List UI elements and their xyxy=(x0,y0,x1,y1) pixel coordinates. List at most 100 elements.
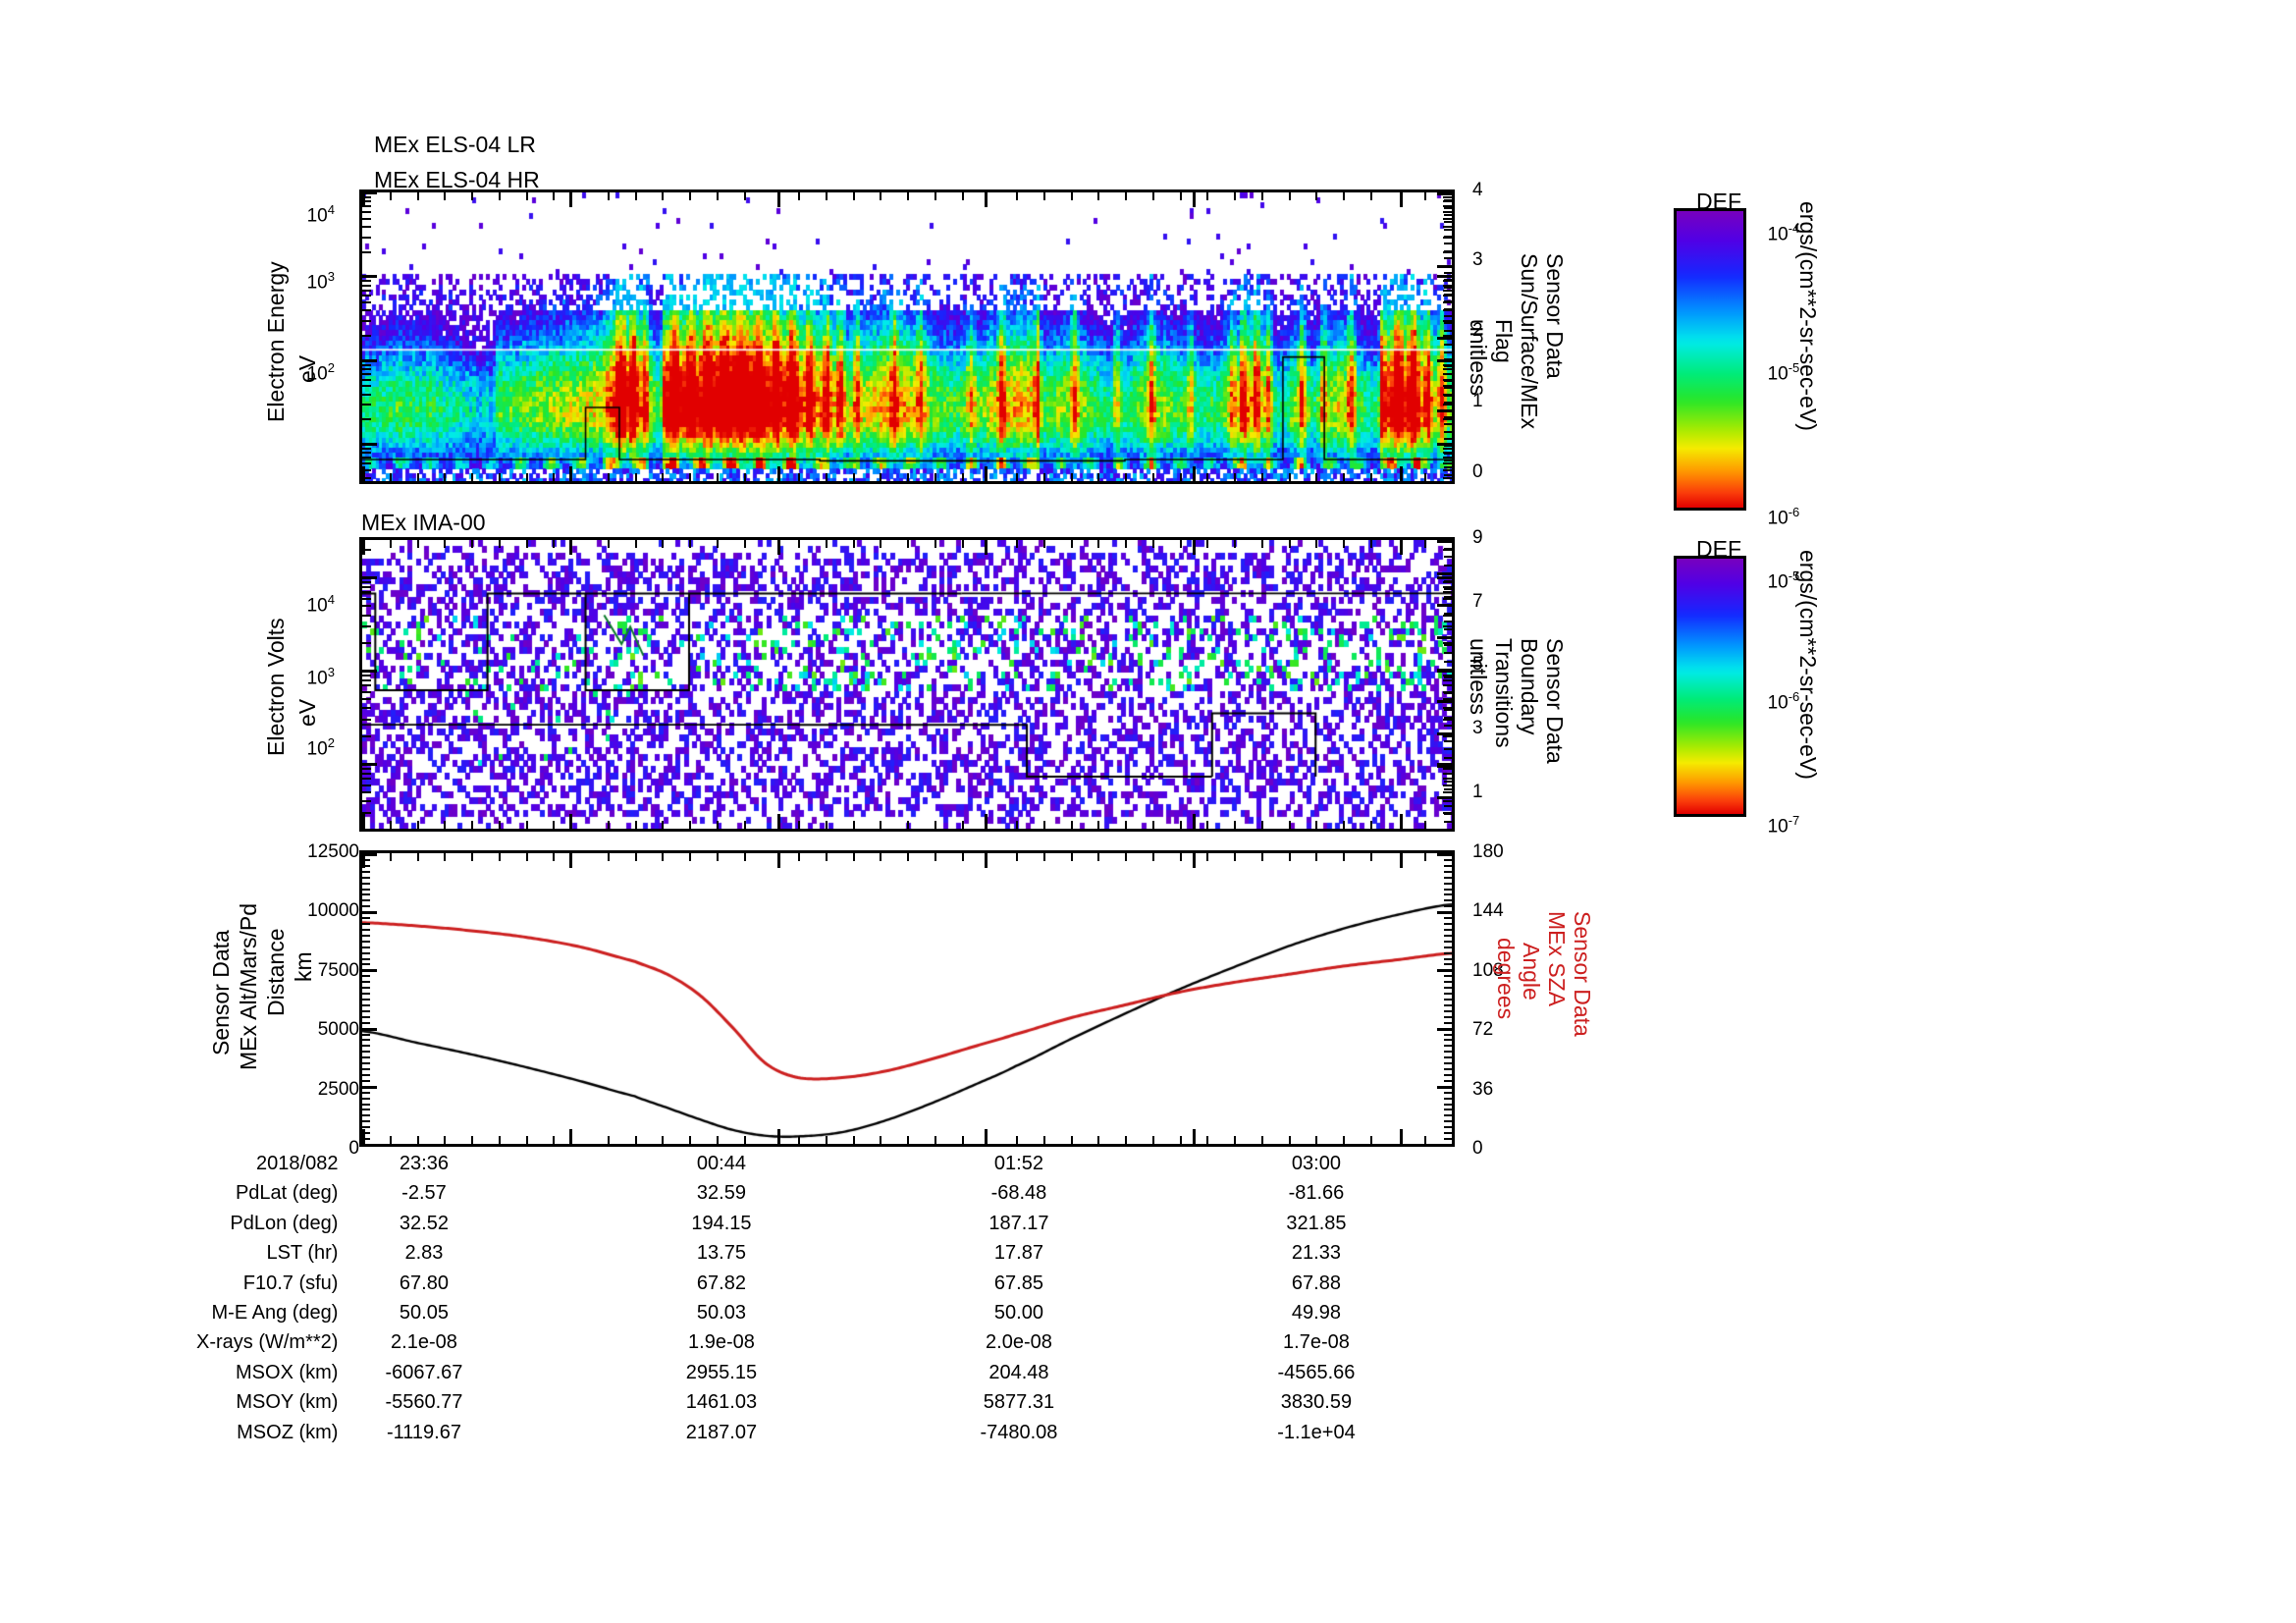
axis-minor-tick xyxy=(1444,300,1452,303)
axis-minor-tick xyxy=(553,821,556,829)
axis-minor-tick xyxy=(716,821,719,829)
axis-minor-tick xyxy=(362,404,371,406)
axis-minor-tick xyxy=(1315,821,1318,829)
table-row-label: PdLat (deg) xyxy=(235,1182,339,1205)
axis-minor-tick xyxy=(1444,928,1452,931)
axis-minor-tick xyxy=(1234,473,1236,481)
axis-minor-tick xyxy=(362,917,370,920)
axis-minor-tick xyxy=(1443,800,1452,803)
axis-minor-tick xyxy=(1234,192,1236,200)
axis-minor-tick xyxy=(716,853,719,861)
axis-minor-tick xyxy=(1444,243,1452,245)
table-cell: 187.17 xyxy=(988,1212,1049,1234)
axis-minor-tick xyxy=(1444,1062,1452,1065)
axis-minor-tick xyxy=(716,192,719,200)
table-row-label: PdLon (deg) xyxy=(230,1212,339,1234)
axis-minor-tick xyxy=(1444,445,1452,448)
axis-minor-tick xyxy=(825,821,828,829)
table-spacer xyxy=(807,1329,933,1359)
axis-minor-tick xyxy=(1444,740,1452,743)
table-cell: 23:36 xyxy=(399,1153,449,1174)
axis-minor-tick xyxy=(525,821,528,829)
axis-minor-tick xyxy=(1444,652,1452,655)
axis-major-tick xyxy=(569,466,573,481)
table-cell: 01:52 xyxy=(993,1153,1043,1174)
axis-major-tick xyxy=(1437,636,1452,639)
axis-major-tick xyxy=(1437,604,1452,608)
axis-minor-tick xyxy=(1444,899,1452,902)
table-row: MSOZ (km) -1119.67 2187.07 -7480.08 -1.1e+04 xyxy=(196,1420,1402,1449)
axis-minor-tick xyxy=(1343,853,1345,861)
axis-major-tick xyxy=(362,853,365,868)
axis-minor-tick xyxy=(1444,286,1452,289)
panel3-line-chart xyxy=(362,853,1452,1144)
axis-minor-tick xyxy=(1443,462,1452,465)
axis-minor-tick xyxy=(1443,295,1452,298)
axis-minor-tick xyxy=(1452,540,1454,548)
axis-minor-tick xyxy=(1444,279,1452,282)
axis-major-tick xyxy=(362,669,377,673)
axis-minor-tick xyxy=(689,192,691,200)
table-cell: 67.80 xyxy=(399,1271,449,1294)
axis-minor-tick xyxy=(362,549,371,552)
axis-minor-tick xyxy=(880,540,882,548)
axis-minor-tick xyxy=(1443,707,1452,710)
axis-minor-tick xyxy=(1444,556,1452,559)
axis-minor-tick xyxy=(1125,821,1127,829)
axis-minor-tick xyxy=(1443,784,1452,786)
axis-minor-tick xyxy=(1443,210,1452,213)
axis-major-tick xyxy=(1437,575,1452,579)
axis-major-tick xyxy=(985,1129,988,1144)
axis-minor-tick xyxy=(1206,540,1209,548)
axis-minor-tick xyxy=(907,192,909,200)
axis-minor-tick xyxy=(1206,473,1209,481)
axis-major-tick xyxy=(362,814,365,829)
axis-minor-tick xyxy=(716,540,719,548)
table-row: LST (hr) 2.83 13.75 17.87 21.33 xyxy=(196,1240,1402,1270)
axis-minor-tick xyxy=(471,1136,473,1144)
table-spacer xyxy=(1104,1300,1230,1329)
axis-minor-tick xyxy=(1151,1136,1154,1144)
axis-minor-tick xyxy=(1016,473,1018,481)
axis-major-tick xyxy=(362,358,377,362)
axis-minor-tick xyxy=(1260,1136,1263,1144)
axis-minor-tick xyxy=(1444,394,1452,397)
axis-major-tick xyxy=(569,1129,573,1144)
panel1-ytick-1e4: 104 xyxy=(306,202,335,227)
panel2-rtick-7: 7 xyxy=(1472,591,1483,612)
axis-minor-tick xyxy=(362,1091,370,1094)
table-cell: 21.33 xyxy=(1291,1242,1341,1265)
axis-minor-tick xyxy=(1444,344,1452,347)
axis-minor-tick xyxy=(525,853,528,861)
axis-minor-tick xyxy=(362,200,371,203)
axis-minor-tick xyxy=(362,735,371,738)
axis-minor-tick xyxy=(1444,307,1452,310)
table-spacer xyxy=(807,1360,933,1389)
axis-minor-tick xyxy=(1444,314,1452,317)
axis-minor-tick xyxy=(362,1097,370,1100)
axis-minor-tick xyxy=(1424,540,1427,548)
table-spacer xyxy=(509,1300,635,1329)
axis-minor-tick xyxy=(1315,1136,1318,1144)
axis-minor-tick xyxy=(362,625,371,628)
panel1-title-hr: MEx ELS-04 HR xyxy=(374,167,540,192)
axis-minor-tick xyxy=(362,1056,370,1059)
table-cell: -1.1e+04 xyxy=(1277,1421,1356,1443)
axis-minor-tick xyxy=(907,821,909,829)
axis-minor-tick xyxy=(1444,249,1452,252)
axis-minor-tick xyxy=(1444,293,1452,296)
axis-minor-tick xyxy=(1315,473,1318,481)
axis-minor-tick xyxy=(634,1136,637,1144)
axis-minor-tick xyxy=(880,1136,882,1144)
panel1-right-label-l4: unitless xyxy=(1466,319,1491,396)
axis-major-tick xyxy=(1437,911,1452,915)
panel3-ytick-10000: 10000 xyxy=(307,900,359,921)
table-cell: 2.83 xyxy=(404,1242,444,1265)
axis-minor-tick xyxy=(362,1109,370,1111)
axis-major-tick xyxy=(1192,540,1196,555)
axis-minor-tick xyxy=(362,289,371,292)
axis-minor-tick xyxy=(961,473,964,481)
axis-minor-tick xyxy=(607,821,610,829)
table-row: MSOY (km) -5560.77 1461.03 5877.31 3830.59 xyxy=(196,1389,1402,1419)
axis-minor-tick xyxy=(362,1126,370,1129)
